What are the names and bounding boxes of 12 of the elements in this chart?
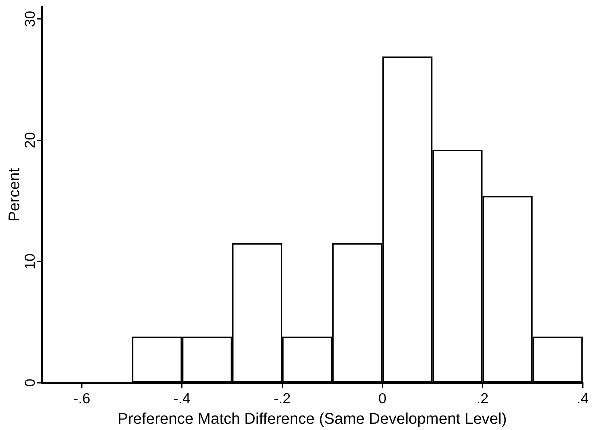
y-axis-title: Percent: [6, 168, 24, 222]
x-axis-title: Preference Match Difference (Same Development Level): [118, 410, 508, 428]
x-tick-label: 0: [378, 392, 387, 408]
x-tick-label: .2: [476, 392, 489, 408]
x-tick-label: -.2: [274, 392, 291, 408]
y-tick-label: 30: [22, 11, 39, 28]
y-tick-label: 0: [22, 378, 39, 388]
x-tick-label: .4: [576, 392, 589, 408]
y-tick-label: 10: [22, 254, 39, 270]
x-tick-label: -.6: [74, 392, 91, 408]
x-tick-label: -.4: [174, 392, 191, 408]
y-tick-label: 20: [22, 132, 39, 148]
